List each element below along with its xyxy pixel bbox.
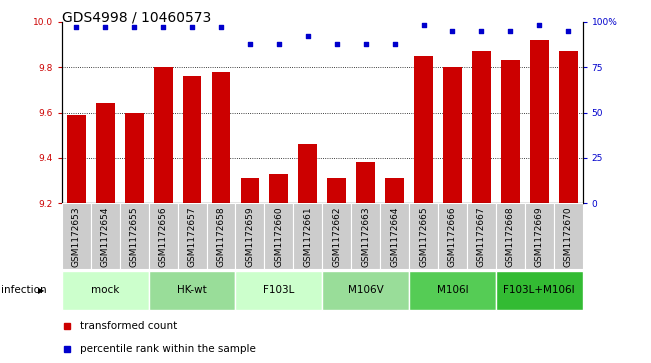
Bar — [525, 203, 554, 269]
Point — [447, 28, 458, 34]
Bar — [62, 271, 148, 310]
Text: GSM1172662: GSM1172662 — [332, 207, 341, 267]
Text: GSM1172661: GSM1172661 — [303, 207, 312, 267]
Point — [129, 24, 139, 30]
Bar — [356, 162, 375, 203]
Text: GSM1172665: GSM1172665 — [419, 207, 428, 267]
Bar — [96, 103, 115, 203]
Bar — [212, 72, 230, 203]
Bar — [351, 203, 380, 269]
Bar — [385, 178, 404, 203]
Point — [187, 24, 197, 30]
Text: mock: mock — [91, 285, 119, 295]
Text: GSM1172660: GSM1172660 — [274, 207, 283, 267]
Bar — [90, 203, 120, 269]
Bar — [62, 203, 90, 269]
Point — [563, 28, 574, 34]
Text: GSM1172654: GSM1172654 — [101, 207, 110, 267]
Bar — [530, 40, 549, 203]
Bar — [496, 203, 525, 269]
Bar — [501, 60, 519, 203]
Bar — [298, 144, 317, 203]
Text: GSM1172656: GSM1172656 — [159, 207, 167, 267]
Bar — [67, 115, 86, 203]
Point — [158, 24, 169, 30]
Text: transformed count: transformed count — [80, 321, 177, 331]
Bar — [236, 203, 264, 269]
Text: GSM1172668: GSM1172668 — [506, 207, 515, 267]
Bar — [496, 271, 583, 310]
Bar — [467, 203, 496, 269]
Bar — [206, 203, 236, 269]
Bar — [183, 76, 201, 203]
Bar — [125, 113, 144, 203]
Text: HK-wt: HK-wt — [177, 285, 207, 295]
Text: GSM1172669: GSM1172669 — [534, 207, 544, 267]
Bar — [322, 203, 351, 269]
Point — [505, 28, 516, 34]
Point — [419, 23, 429, 28]
Point — [273, 41, 284, 46]
Text: infection: infection — [1, 285, 46, 295]
Text: percentile rank within the sample: percentile rank within the sample — [80, 344, 256, 354]
Text: M106I: M106I — [437, 285, 468, 295]
Point — [215, 24, 226, 30]
Text: M106V: M106V — [348, 285, 383, 295]
Point — [71, 24, 81, 30]
Bar — [148, 271, 236, 310]
Bar — [472, 51, 491, 203]
Bar — [414, 56, 433, 203]
Text: GSM1172657: GSM1172657 — [187, 207, 197, 267]
Point — [100, 24, 111, 30]
Text: ▶: ▶ — [38, 286, 44, 295]
Bar — [270, 174, 288, 203]
Bar — [120, 203, 148, 269]
Bar — [322, 271, 409, 310]
Bar — [559, 51, 577, 203]
Text: GSM1172663: GSM1172663 — [361, 207, 370, 267]
Bar — [264, 203, 294, 269]
Bar — [294, 203, 322, 269]
Bar — [409, 271, 496, 310]
Bar — [148, 203, 178, 269]
Point — [245, 41, 255, 46]
Bar — [327, 178, 346, 203]
Text: GSM1172653: GSM1172653 — [72, 207, 81, 267]
Bar — [409, 203, 438, 269]
Text: GSM1172658: GSM1172658 — [217, 207, 225, 267]
Bar — [443, 67, 462, 203]
Bar — [380, 203, 409, 269]
Text: GSM1172664: GSM1172664 — [390, 207, 399, 267]
Text: F103L: F103L — [263, 285, 294, 295]
Text: GDS4998 / 10460573: GDS4998 / 10460573 — [62, 11, 211, 25]
Bar — [240, 178, 259, 203]
Point — [361, 41, 371, 46]
Bar — [438, 203, 467, 269]
Point — [331, 41, 342, 46]
Bar — [154, 67, 173, 203]
Text: F103L+M106I: F103L+M106I — [503, 285, 575, 295]
Point — [476, 28, 486, 34]
Text: GSM1172655: GSM1172655 — [130, 207, 139, 267]
Point — [389, 41, 400, 46]
Text: GSM1172667: GSM1172667 — [477, 207, 486, 267]
Bar — [554, 203, 583, 269]
Point — [303, 33, 313, 39]
Point — [534, 23, 544, 28]
Bar — [236, 271, 322, 310]
Text: GSM1172666: GSM1172666 — [448, 207, 457, 267]
Text: GSM1172670: GSM1172670 — [564, 207, 573, 267]
Text: GSM1172659: GSM1172659 — [245, 207, 255, 267]
Bar — [178, 203, 206, 269]
